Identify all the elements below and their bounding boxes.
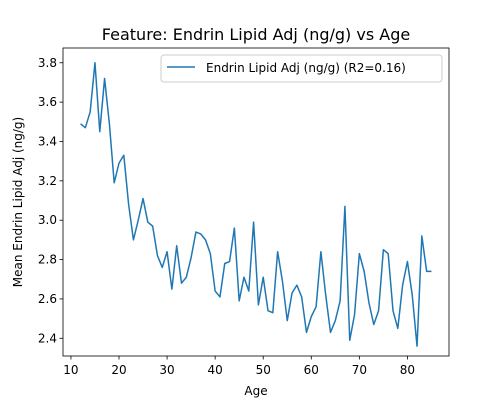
x-tick-label: 20	[111, 363, 126, 377]
series-line	[80, 62, 432, 347]
x-tick-label: 50	[256, 363, 271, 377]
y-tick-label: 2.6	[38, 292, 57, 306]
y-tick-label: 2.4	[38, 331, 57, 345]
x-tick-label: 70	[352, 363, 367, 377]
chart-title: Feature: Endrin Lipid Adj (ng/g) vs Age	[102, 25, 410, 44]
legend: Endrin Lipid Adj (ng/g) (R2=0.16)	[160, 54, 443, 83]
y-tick-label: 3.8	[38, 56, 57, 70]
x-tick-label: 60	[304, 363, 319, 377]
x-tick-label: 80	[400, 363, 415, 377]
legend-box	[160, 54, 443, 83]
y-tick-label: 3.0	[38, 213, 57, 227]
plot-frame	[62, 47, 450, 357]
x-axis-ticks: 10 20 30 40 50 60 70 80	[63, 356, 415, 377]
y-tick-label: 3.2	[38, 174, 57, 188]
y-tick-label: 3.4	[38, 134, 57, 148]
y-axis-ticks: 2.4 2.6 2.8 3.0 3.2 3.4 3.6 3.8	[38, 56, 63, 345]
y-tick-label: 3.6	[38, 95, 57, 109]
x-axis-label: Age	[244, 384, 267, 398]
y-axis-label: Mean Endrin Lipid Adj (ng/g)	[11, 117, 25, 287]
legend-label: Endrin Lipid Adj (ng/g) (R2=0.16)	[206, 61, 406, 75]
x-tick-label: 10	[63, 363, 78, 377]
plot-area	[63, 48, 449, 356]
x-tick-label: 40	[208, 363, 223, 377]
x-tick-label: 30	[159, 363, 174, 377]
y-tick-label: 2.8	[38, 253, 57, 267]
